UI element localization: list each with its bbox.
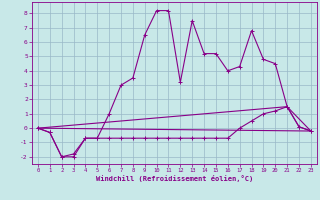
X-axis label: Windchill (Refroidissement éolien,°C): Windchill (Refroidissement éolien,°C) [96, 175, 253, 182]
